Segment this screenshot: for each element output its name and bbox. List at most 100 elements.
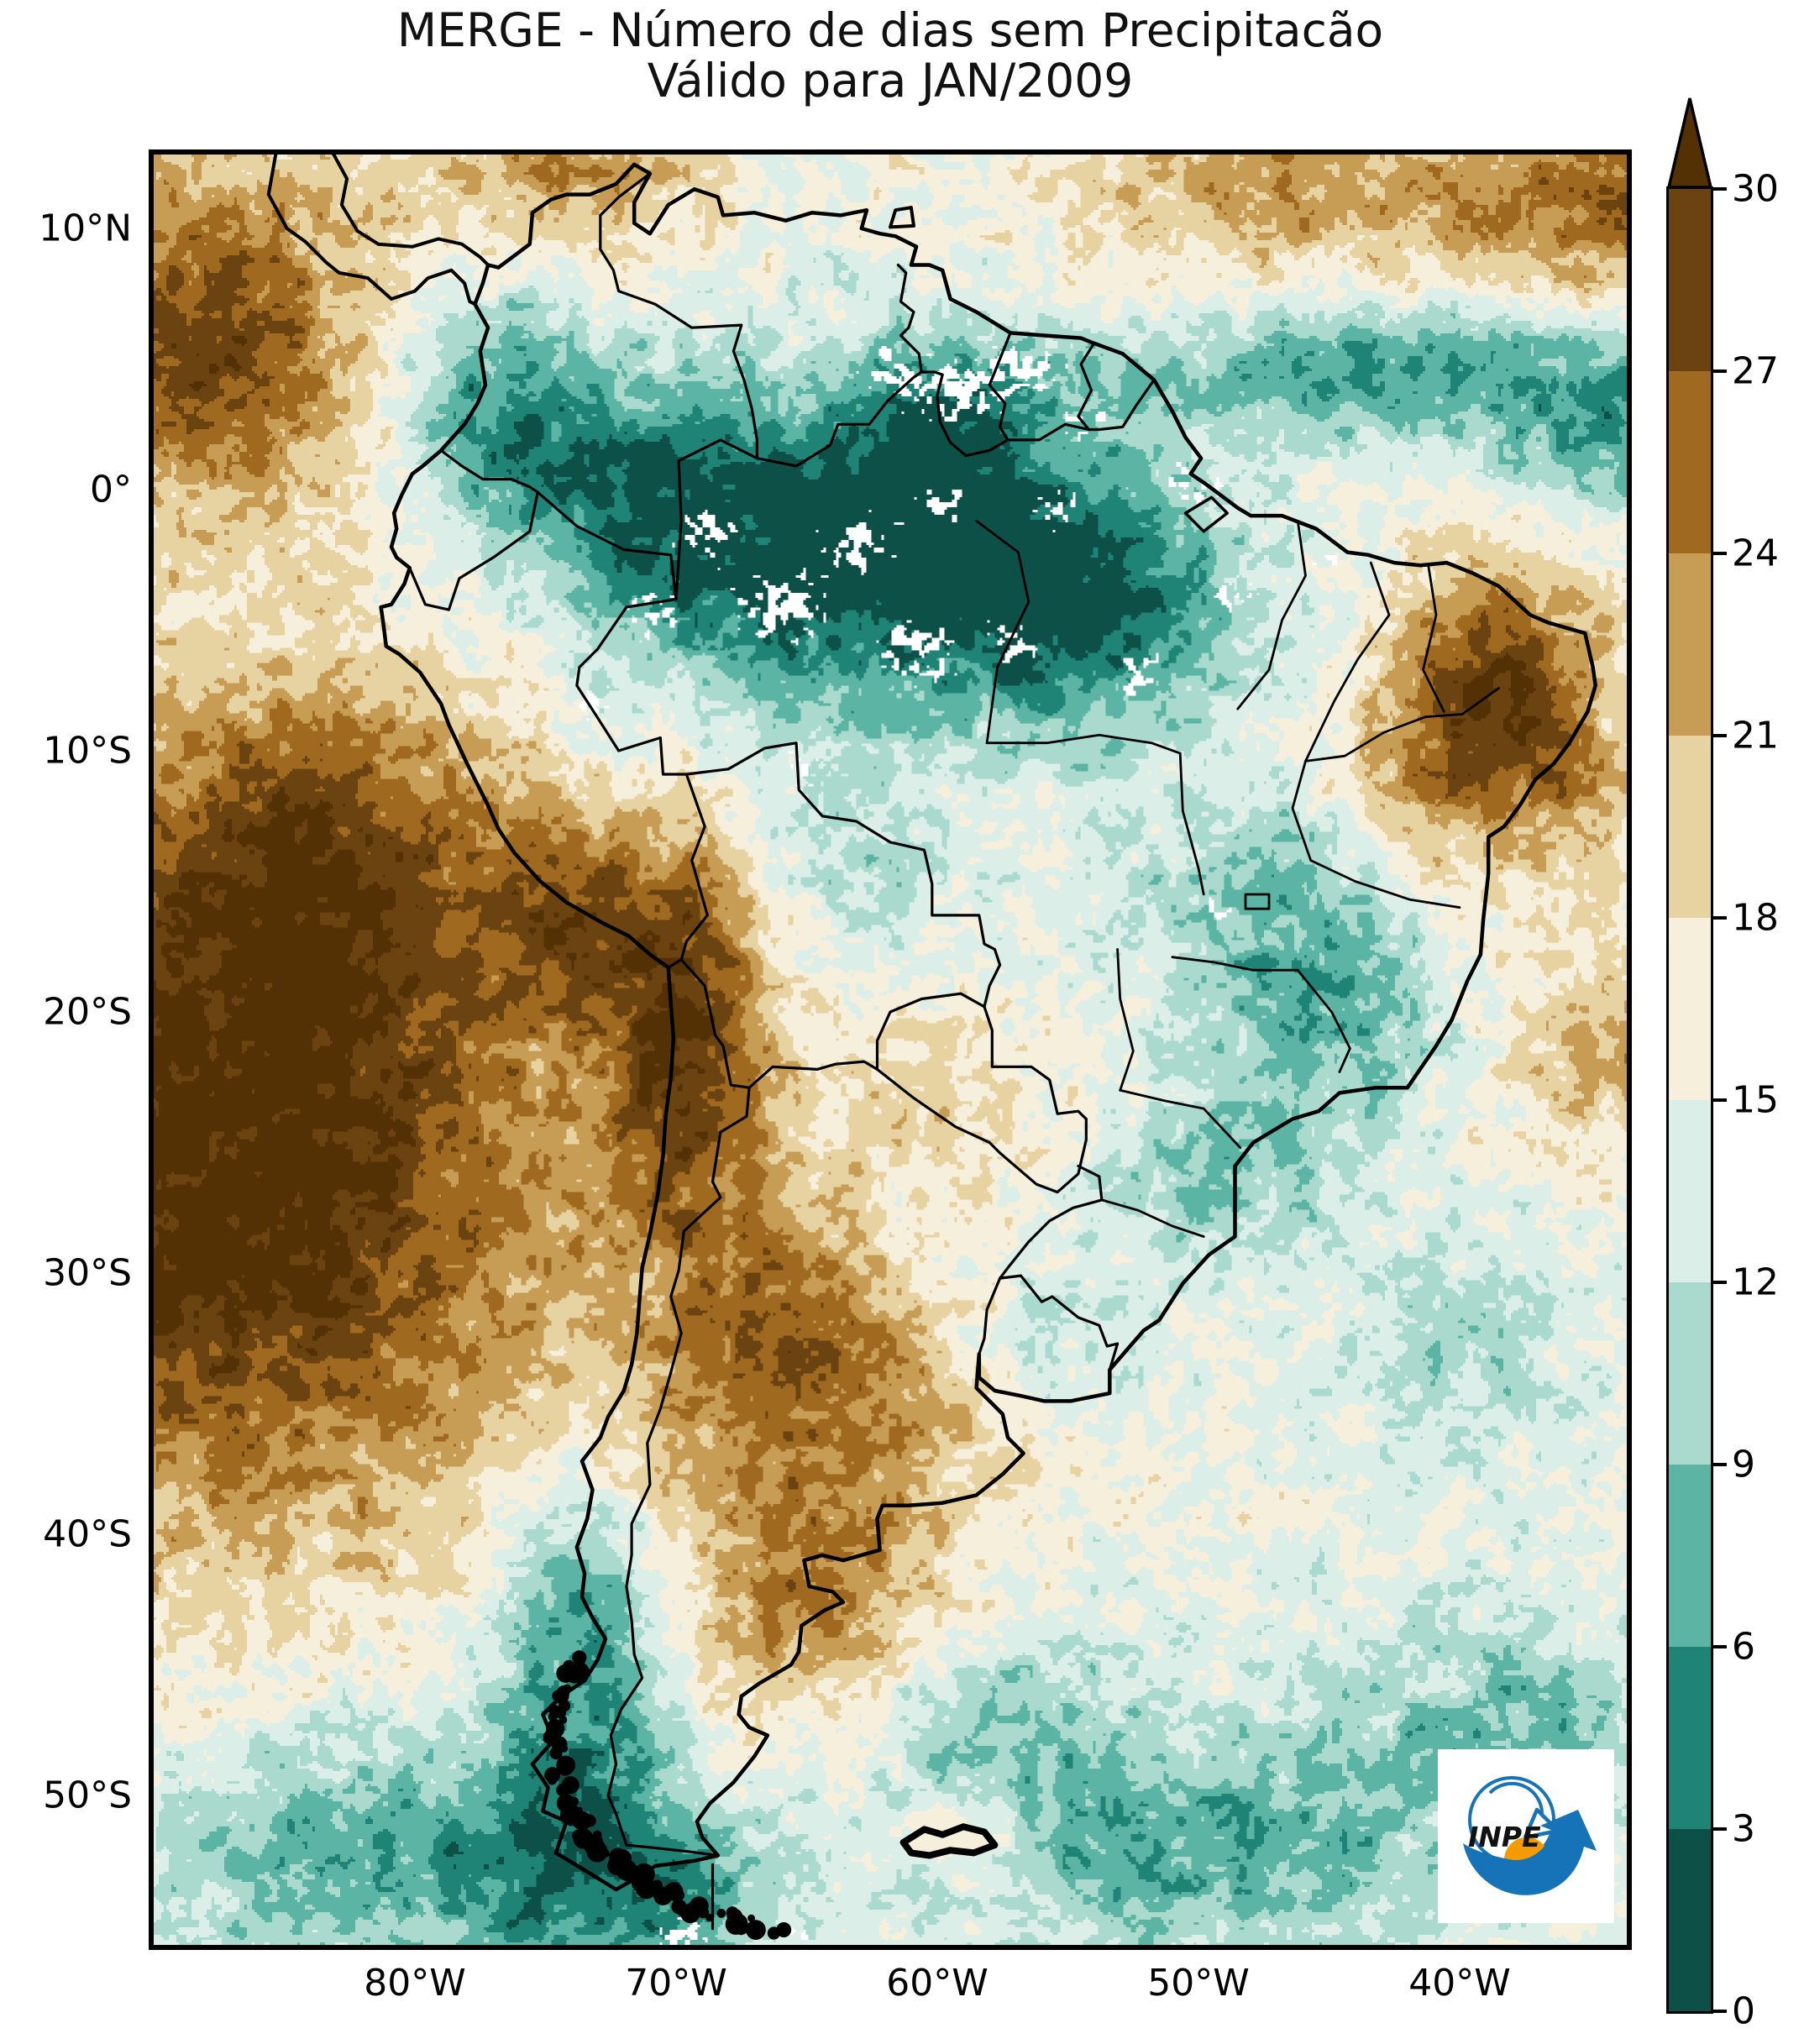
- colorbar-tick-label: 18: [1732, 896, 1779, 940]
- inpe-logo-text: INPE: [1468, 1821, 1541, 1853]
- colorbar-segment: [1669, 1829, 1711, 2011]
- chart-title: MERGE - Número de dias sem Precipitacão …: [149, 5, 1632, 106]
- y-tick-label: 50°S: [43, 1774, 132, 1817]
- x-tick-label: 40°W: [1408, 1962, 1511, 2005]
- fjord-coast-dot: [705, 1913, 714, 1922]
- state-border: [1178, 752, 1205, 896]
- national-border: [964, 378, 1156, 458]
- national-border: [896, 263, 968, 458]
- colorbar-segment: [1669, 1465, 1711, 1647]
- national-border: [606, 1086, 751, 1858]
- y-tick-label: 30°S: [43, 1251, 132, 1295]
- national-border: [1077, 342, 1096, 432]
- falkland-islands-outline: [899, 1823, 999, 1859]
- fjord-coast-dot: [547, 1774, 558, 1785]
- national-border: [755, 370, 923, 468]
- state-border: [1422, 563, 1445, 713]
- colorbar-segment: [1669, 553, 1711, 736]
- national-border: [747, 1060, 879, 1089]
- national-border: [983, 1005, 1088, 1121]
- fjord-coast-dot: [642, 1877, 652, 1886]
- x-tick-label: 80°W: [364, 1962, 466, 2005]
- national-border: [674, 438, 759, 601]
- colorbar-tick-label: 30: [1732, 167, 1779, 211]
- chart-title-line2: Válido para JAN/2009: [647, 54, 1134, 107]
- trinidad-outline: [889, 206, 915, 229]
- national-border: [978, 1276, 1002, 1380]
- down-arrow-icon: [1523, 1807, 1560, 1840]
- state-border: [1236, 519, 1307, 710]
- swoosh-arrow-icon: [1463, 1810, 1597, 1895]
- colorbar-tick: [1713, 734, 1727, 737]
- colorbar-tick-label: 12: [1732, 1260, 1779, 1304]
- colorbar-tick: [1713, 2010, 1727, 2013]
- national-border: [684, 742, 1002, 1009]
- colorbar-segment: [1669, 1282, 1711, 1465]
- colorbar-tick-label: 15: [1732, 1078, 1779, 1122]
- colorbar-frame: [1666, 186, 1713, 2014]
- colorbar-tick-label: 0: [1732, 1989, 1755, 2033]
- fjord-coast-dot: [734, 1921, 748, 1936]
- national-border: [875, 1067, 1088, 1194]
- colorbar-tick: [1713, 1827, 1727, 1831]
- colorbar-tick: [1713, 369, 1727, 373]
- map-area: INPE: [149, 149, 1632, 1950]
- x-tick-label: 60°W: [886, 1962, 989, 2005]
- colorbar-segment: [1669, 918, 1711, 1100]
- colorbar-tick: [1713, 1463, 1727, 1466]
- colorbar-tick: [1713, 552, 1727, 555]
- fjord-coast-dot: [556, 1755, 576, 1775]
- fjord-coast-dot: [588, 1838, 606, 1856]
- colorbar-segment: [1669, 189, 1711, 371]
- central-america-pacific-coast: [266, 149, 477, 307]
- national-border: [439, 448, 539, 494]
- colorbar-segment: [1669, 371, 1711, 553]
- fjord-coast-dot: [559, 1744, 569, 1753]
- national-border: [575, 597, 689, 776]
- y-tick-label: 10°N: [39, 207, 132, 250]
- fjord-coast-dot: [616, 1859, 637, 1881]
- colorbar-tick: [1713, 1098, 1727, 1102]
- x-tick-label: 50°W: [1147, 1962, 1250, 2005]
- fjord-coast-dot: [716, 1909, 726, 1918]
- colorbar-tick: [1713, 1645, 1727, 1648]
- fjord-coast-dot: [746, 1920, 766, 1941]
- state-border: [975, 519, 1030, 745]
- colorbar-tick: [1713, 187, 1727, 191]
- state-border: [985, 733, 1182, 755]
- country-borders-overlay: [149, 149, 1632, 1950]
- national-border: [679, 958, 751, 1089]
- fjord-coast-dot: [549, 1747, 563, 1760]
- marajo-island-outline: [1183, 495, 1229, 533]
- fjord-coast-dot: [601, 1849, 610, 1858]
- y-tick-label: 40°S: [43, 1512, 132, 1556]
- colorbar-tick-label: 21: [1732, 714, 1779, 757]
- fjord-coast-dot: [572, 1811, 592, 1831]
- national-border: [998, 1274, 1120, 1371]
- colorbar-tick-label: 3: [1732, 1807, 1755, 1851]
- fjord-coast-dot: [645, 1884, 653, 1893]
- fjord-coast-dot: [776, 1922, 792, 1937]
- state-border: [1304, 687, 1501, 763]
- fjord-coast-dot: [756, 1929, 765, 1937]
- fjord-coast-dot: [572, 1650, 587, 1665]
- map-frame: [149, 149, 1632, 1950]
- colorbar-tick: [1713, 916, 1727, 920]
- colorbar-tick-label: 9: [1732, 1443, 1755, 1486]
- colorbar-tick-label: 6: [1732, 1625, 1755, 1669]
- fjord-coast-dot: [569, 1780, 577, 1789]
- fjord-coast-dot: [565, 1665, 584, 1684]
- inpe-logo: INPE: [1438, 1749, 1614, 1923]
- state-border: [1119, 1088, 1242, 1150]
- colorbar-segment: [1669, 1647, 1711, 1829]
- state-border: [1171, 956, 1351, 1073]
- fjord-coast-dot: [592, 1830, 602, 1840]
- national-border: [667, 773, 709, 969]
- fjord-coast-dot: [548, 1703, 559, 1715]
- national-border: [536, 490, 678, 601]
- coastline: [379, 162, 1597, 1892]
- y-tick-label: 0°: [90, 468, 132, 511]
- national-border: [988, 331, 1012, 442]
- y-tick-label: 20°S: [43, 990, 132, 1034]
